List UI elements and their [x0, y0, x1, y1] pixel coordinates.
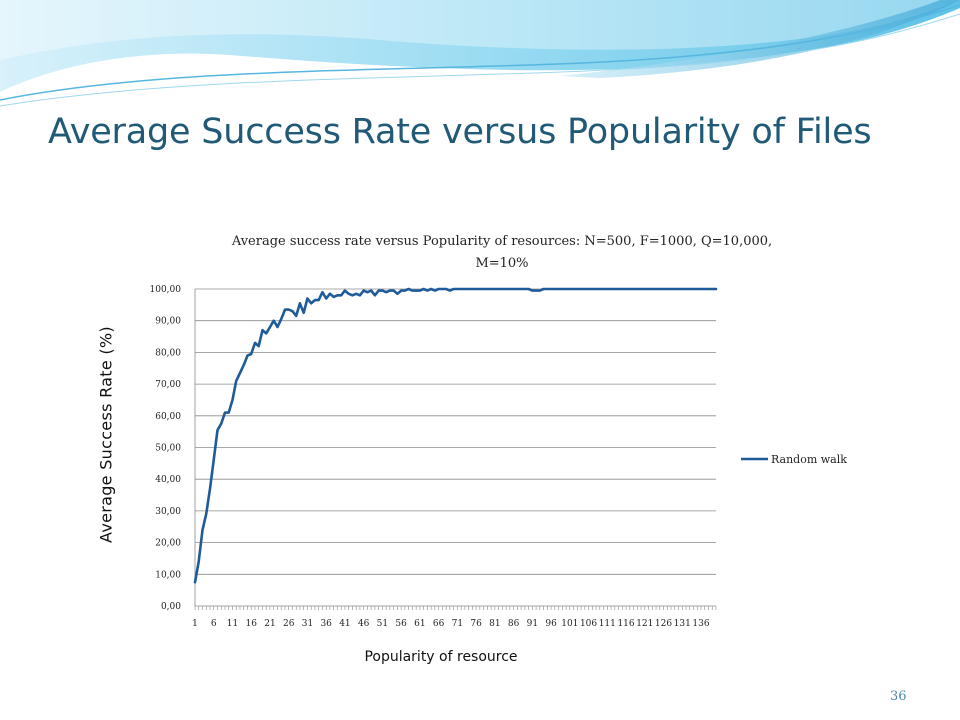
series-group — [193, 287, 718, 584]
x-tick-label: 11 — [227, 619, 238, 629]
y-tick-label: 40,00 — [155, 475, 181, 485]
x-tick-label: 1 — [192, 619, 198, 629]
page-number: 36 — [890, 689, 907, 704]
x-tick-label: 81 — [489, 619, 500, 629]
x-tick-label: 76 — [470, 619, 482, 629]
grid-lines — [194, 288, 716, 607]
x-tick-label: 106 — [580, 619, 597, 629]
legend: Random walk — [741, 453, 847, 466]
x-tick-label: 116 — [617, 619, 634, 629]
y-tick-label: 60,00 — [155, 412, 181, 422]
y-tick-label: 20,00 — [155, 539, 181, 549]
x-tick-label: 16 — [245, 619, 257, 629]
legend-label: Random walk — [771, 453, 847, 466]
y-tick-label: 30,00 — [155, 507, 181, 517]
x-tick-label: 41 — [339, 619, 350, 629]
y-tick-label: 10,00 — [155, 570, 181, 580]
decorative-wave-banner — [0, 0, 960, 107]
x-tick-label: 51 — [377, 619, 388, 629]
x-tick-label: 21 — [264, 619, 275, 629]
y-axis-ticks: 0,00 10,00 20,00 30,00 40,00 50,00 60,00 70,00 8… — [150, 285, 182, 612]
series-line-random-walk — [193, 287, 718, 584]
x-tick-label: 131 — [674, 619, 691, 629]
x-tick-label: 136 — [692, 619, 709, 629]
x-tick-label: 46 — [358, 619, 370, 629]
slide-title: Average Success Rate versus Popularity o… — [48, 112, 872, 152]
chart-title: Average success rate versus Popularity o… — [231, 234, 773, 271]
y-tick-label: 80,00 — [155, 348, 181, 358]
x-tick-label: 36 — [320, 619, 332, 629]
x-tick-label: 91 — [527, 619, 538, 629]
x-axis-label-box — [312, 646, 570, 674]
x-tick-label: 126 — [655, 619, 672, 629]
x-tick-label: 101 — [561, 619, 578, 629]
y-axis-label-box — [84, 277, 136, 604]
y-tick-label: 100,00 — [150, 285, 182, 295]
x-tick-label: 6 — [211, 619, 217, 629]
x-tick-label: 31 — [302, 619, 313, 629]
x-tick-label: 66 — [433, 619, 445, 629]
y-tick-label: 90,00 — [155, 317, 181, 327]
x-tick-label: 121 — [636, 619, 653, 629]
y-tick-label: 0,00 — [161, 602, 181, 612]
x-tick-label: 71 — [452, 619, 463, 629]
x-axis-label: Popularity of resource — [364, 649, 518, 665]
y-tick-label: 70,00 — [155, 380, 181, 390]
x-tick-label: 61 — [414, 619, 425, 629]
x-tick-label: 86 — [508, 619, 520, 629]
x-tick-label: 96 — [545, 619, 557, 629]
y-tick-label: 50,00 — [155, 444, 181, 454]
x-tick-label: 26 — [283, 619, 295, 629]
x-tick-label: 111 — [599, 619, 616, 629]
x-axis-ticks: 1 6 11 16 21 26 31 36 41 46 51 56 61 66 71 76 81 86 91 96 10… — [192, 606, 717, 629]
x-tick-label: 56 — [395, 619, 407, 629]
